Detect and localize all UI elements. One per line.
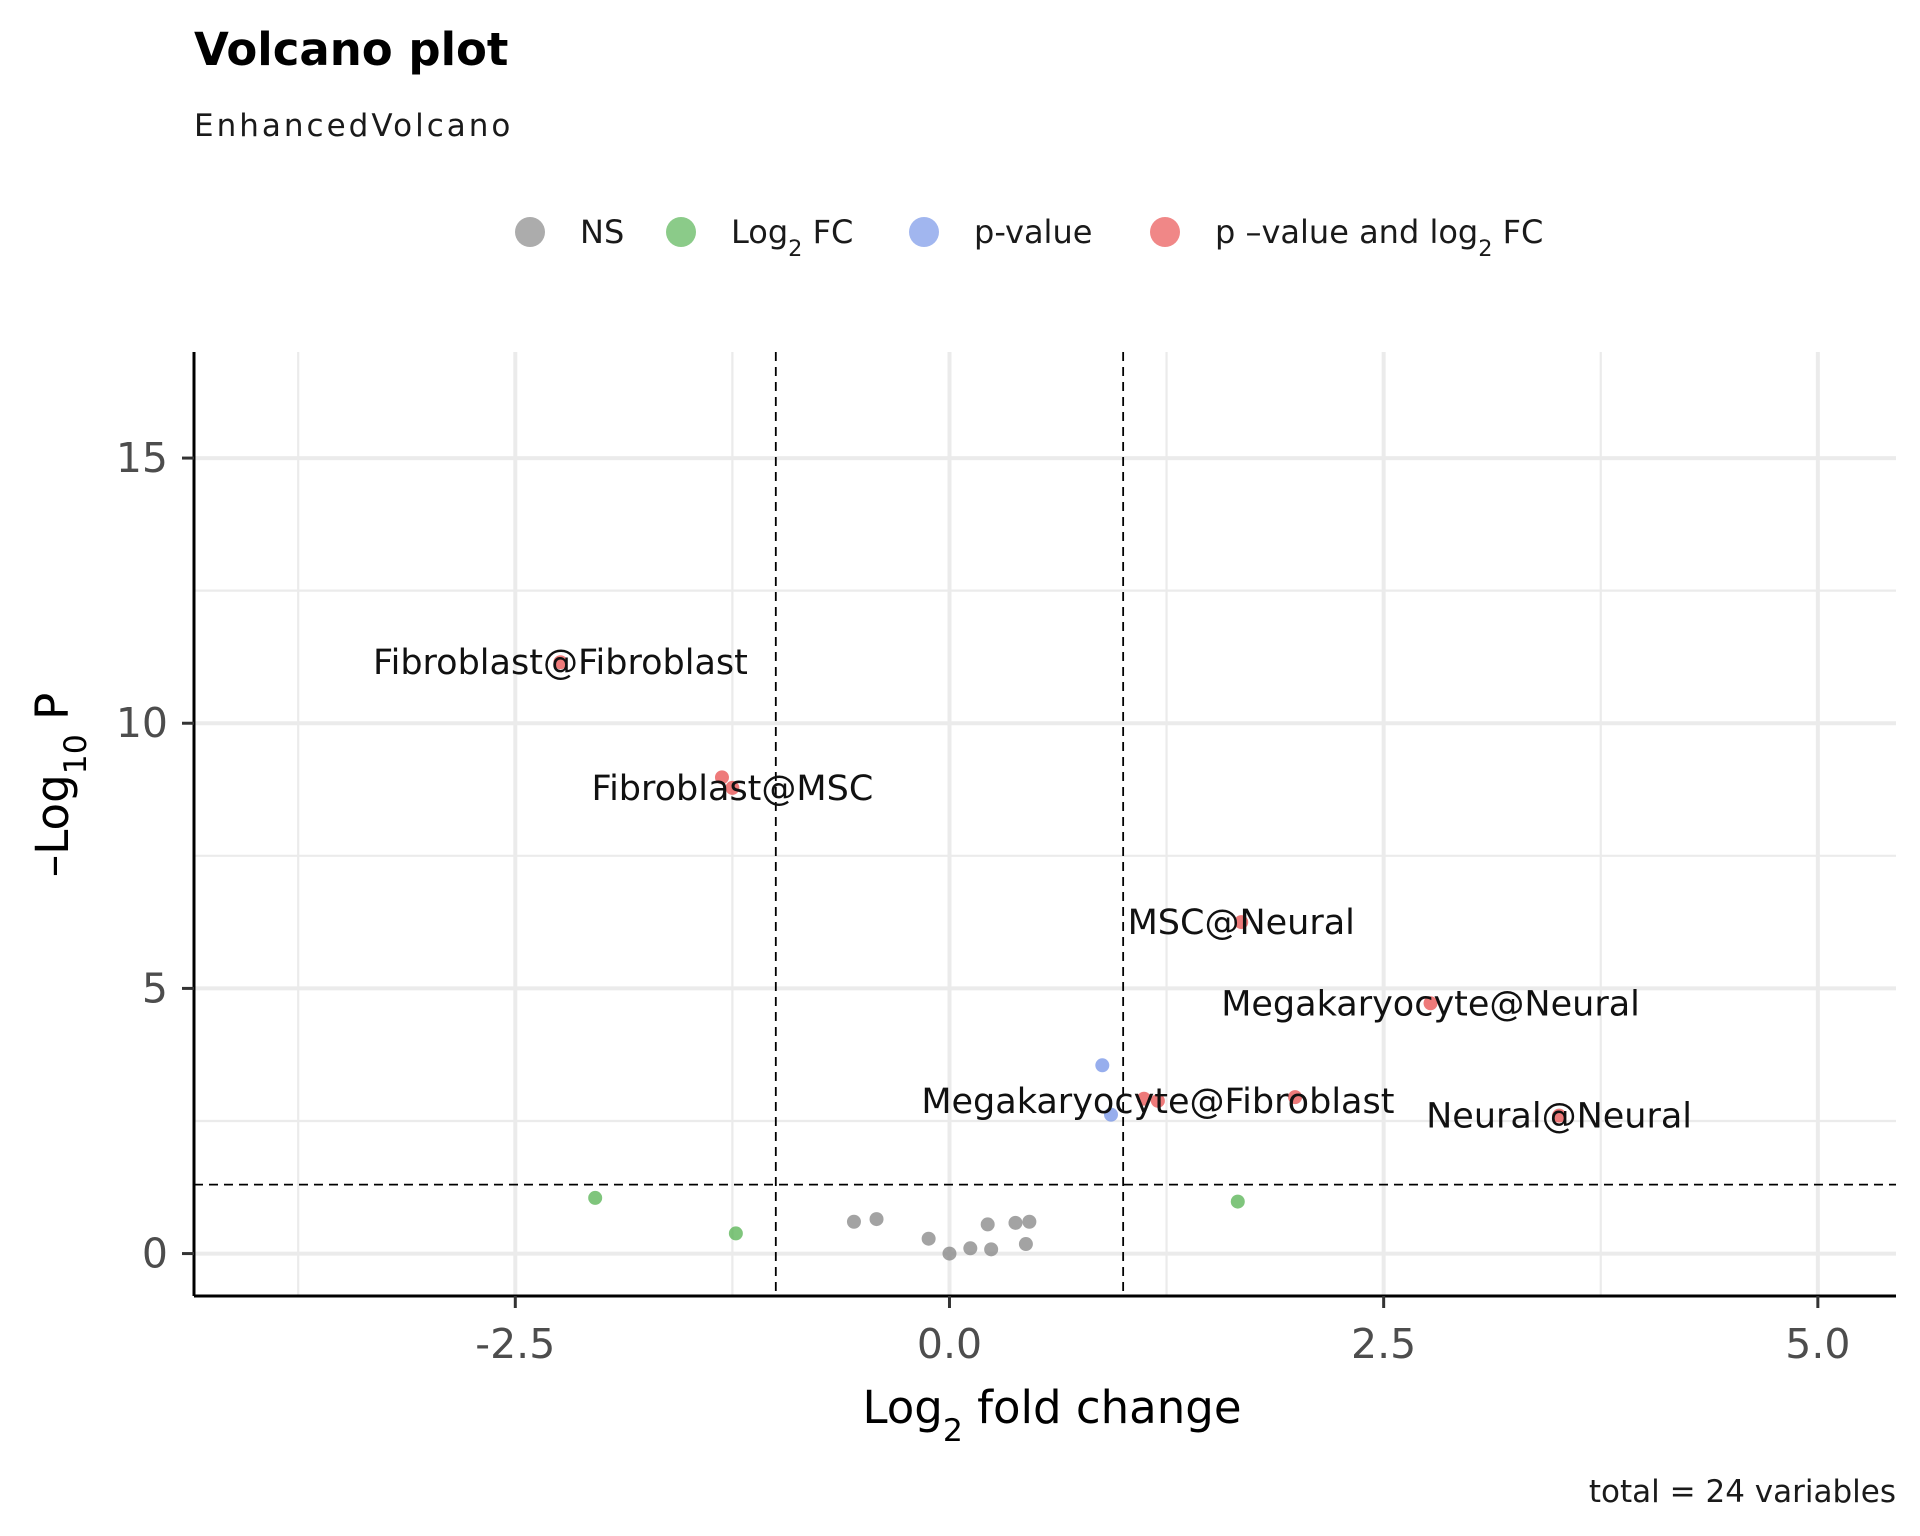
legend-label-part: 2: [788, 236, 802, 262]
point-fc: [728, 1226, 743, 1241]
legend-label: NS: [580, 213, 624, 251]
point-p-fc: [1150, 1093, 1165, 1108]
legend-label-part: p –value and log: [1215, 213, 1478, 251]
x-axis-label: Log2 fold change: [862, 1381, 1241, 1449]
point-p-fc: [725, 780, 740, 795]
legend-label-part: NS: [580, 213, 624, 251]
point-ns: [942, 1246, 957, 1261]
legend-label-part: FC: [1492, 213, 1543, 251]
legend-marker: [1150, 217, 1180, 247]
axes: [192, 352, 1896, 1298]
point-ns: [1022, 1214, 1037, 1229]
point-p-fc: [1423, 996, 1438, 1011]
cutoff-lines: [194, 352, 1896, 1296]
point-label: Megakaryocyte@Fibroblast: [921, 1082, 1394, 1122]
point-ns: [1008, 1215, 1023, 1230]
point-p-fc: [1552, 1108, 1567, 1123]
legend-item-ns: NS: [515, 213, 624, 251]
point-p-fc: [1234, 915, 1249, 930]
point-fc: [1230, 1194, 1245, 1209]
x-axis-label-rest: fold change: [963, 1381, 1242, 1434]
point-p-fc: [714, 770, 729, 785]
point-p-fc: [1136, 1091, 1151, 1106]
point-p: [1095, 1058, 1110, 1073]
chart-subtitle: EnhancedVolcano: [194, 108, 513, 144]
legend-marker: [909, 217, 939, 247]
legend-label: Log2 FC: [731, 213, 853, 262]
y-axis-label-rest: P: [26, 693, 79, 734]
x-axis-label-sub: 2: [943, 1413, 963, 1449]
point-label: Megakaryocyte@Neural: [1221, 984, 1640, 1024]
y-axis-label: –Log10 P: [26, 693, 94, 877]
chart-title: Volcano plot: [194, 23, 508, 76]
x-axis-label-base: Log: [862, 1381, 942, 1434]
legend: NS Log2 FC p-value p –value and log2 FC: [515, 213, 1543, 262]
legend-label-part: FC: [802, 213, 853, 251]
ticks: -2.5 0.0 2.5 5.0 0 5 10 15: [116, 434, 1851, 1368]
point-ns: [1018, 1237, 1033, 1252]
legend-label-part: Log: [731, 213, 788, 251]
point-ns: [980, 1217, 995, 1232]
point-label: Fibroblast@Fibroblast: [373, 643, 748, 683]
point-ns: [984, 1242, 999, 1257]
x-tick-label: -2.5: [475, 1320, 555, 1368]
point-p-fc: [553, 655, 568, 670]
legend-item-fc: Log2 FC: [666, 213, 853, 262]
chart-caption: total = 24 variables: [1589, 1474, 1896, 1510]
point-label: Fibroblast@MSC: [592, 769, 874, 809]
y-axis-label-sub: 10: [58, 734, 94, 774]
legend-label: p-value: [974, 213, 1092, 251]
point-ns: [921, 1231, 936, 1246]
point-ns: [869, 1212, 884, 1227]
point-label: Neural@Neural: [1426, 1097, 1692, 1137]
point-ns: [846, 1214, 861, 1229]
y-axis-label-base: –Log: [26, 774, 79, 877]
data-points: [553, 655, 1567, 1261]
x-tick-label: 5.0: [1785, 1320, 1850, 1368]
x-tick-label: 2.5: [1351, 1320, 1416, 1368]
point-label: MSC@Neural: [1128, 903, 1355, 943]
legend-marker: [666, 217, 696, 247]
point-p: [1103, 1107, 1118, 1122]
gridlines: [194, 352, 1896, 1296]
legend-label: p –value and log2 FC: [1215, 213, 1543, 262]
y-tick-label: 10: [116, 699, 168, 747]
x-tick-label: 0.0: [917, 1320, 982, 1368]
point-labels: Fibroblast@Fibroblast Fibroblast@MSC MSC@N…: [373, 643, 1692, 1136]
legend-item-p-fc: p –value and log2 FC: [1150, 213, 1543, 262]
legend-item-p: p-value: [909, 213, 1092, 251]
legend-marker: [515, 217, 545, 247]
y-tick-label: 0: [142, 1230, 168, 1278]
point-ns: [963, 1241, 978, 1256]
y-tick-label: 5: [142, 964, 168, 1012]
point-fc: [588, 1190, 603, 1205]
legend-label-part: 2: [1478, 236, 1492, 262]
legend-label-part: p-value: [974, 213, 1092, 251]
y-tick-label: 15: [116, 434, 168, 482]
point-p-fc: [1288, 1090, 1303, 1105]
